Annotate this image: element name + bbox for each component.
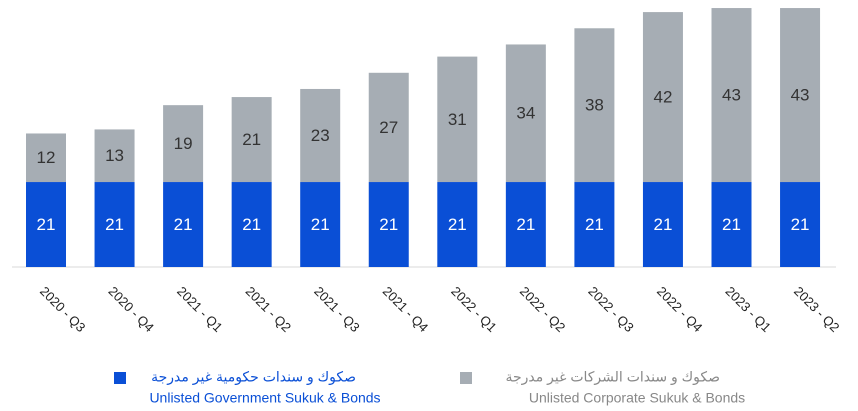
bar-segment [780,182,821,267]
x-tick-label: 2022 - Q1 [448,284,499,335]
data-label: 21 [379,215,398,234]
legend-label: Unlisted Government Sukuk & Bonds [149,390,380,406]
x-tick-label: 2022 - Q4 [654,284,705,335]
data-label: 21 [516,215,535,234]
data-label: 21 [448,215,467,234]
data-label: 21 [791,215,810,234]
bar-segment [26,182,66,267]
data-label: 21 [242,215,261,234]
x-tick-label: 2020 - Q3 [37,284,88,335]
bar-segment [163,105,204,183]
bar-segment [505,44,546,183]
data-label: 21 [37,215,56,234]
bar-segment [368,182,409,267]
data-label: 21 [311,215,330,234]
data-label: 21 [653,215,672,234]
data-label: 21 [105,215,124,234]
x-tick-label: 2020 - Q4 [106,284,157,335]
data-label: 13 [105,146,124,165]
bar-segment [94,182,135,267]
x-tick-label: 2021 - Q2 [243,284,294,335]
data-label: 43 [791,86,810,105]
bar-segment [711,8,752,183]
bar-segment [574,182,615,267]
bar-segment [231,182,272,267]
legend-label: Unlisted Corporate Sukuk & Bonds [529,390,745,406]
legend-label-ar: صكوك و سندات الشركات غير مدرجة [506,369,721,386]
bar-segment [505,182,546,267]
bar-segment [300,182,341,267]
x-tick-label: 2022 - Q2 [517,284,568,335]
bar-segment [780,8,821,183]
data-label: 21 [722,215,741,234]
data-label: 21 [174,215,193,234]
data-label: 19 [174,134,193,153]
data-label: 34 [516,104,535,123]
bar-segment [642,182,683,267]
data-label: 43 [722,86,741,105]
x-tick-label: 2021 - Q4 [380,284,431,335]
data-label: 38 [585,96,604,115]
legend-label-ar: صكوك و سندات حكومية غير مدرجة [151,369,356,386]
bar-segment [26,133,66,183]
bar-segment [300,88,341,183]
data-label: 21 [585,215,604,234]
x-tick-label: 2022 - Q3 [585,284,636,335]
bar-segment [437,56,478,183]
x-tick-label: 2023 - Q1 [723,284,774,335]
legend-swatch [114,372,126,384]
data-label: 23 [311,126,330,145]
data-label: 27 [379,118,398,137]
bar-segment [642,12,683,183]
bar-segment [437,182,478,267]
bar-segment [368,72,409,183]
data-label: 12 [37,148,56,167]
legend-swatch [460,372,472,384]
bar-segment [163,182,204,267]
bar-segment [231,97,272,183]
x-tick-label: 2021 - Q1 [174,284,225,335]
data-label: 21 [242,130,261,149]
bar-segment [574,28,615,183]
data-label: 42 [653,88,672,107]
data-label: 31 [448,110,467,129]
x-tick-label: 2023 - Q2 [791,284,842,335]
bar-segment [711,182,752,267]
x-tick-label: 2021 - Q3 [311,284,362,335]
bar-segment [94,129,135,183]
